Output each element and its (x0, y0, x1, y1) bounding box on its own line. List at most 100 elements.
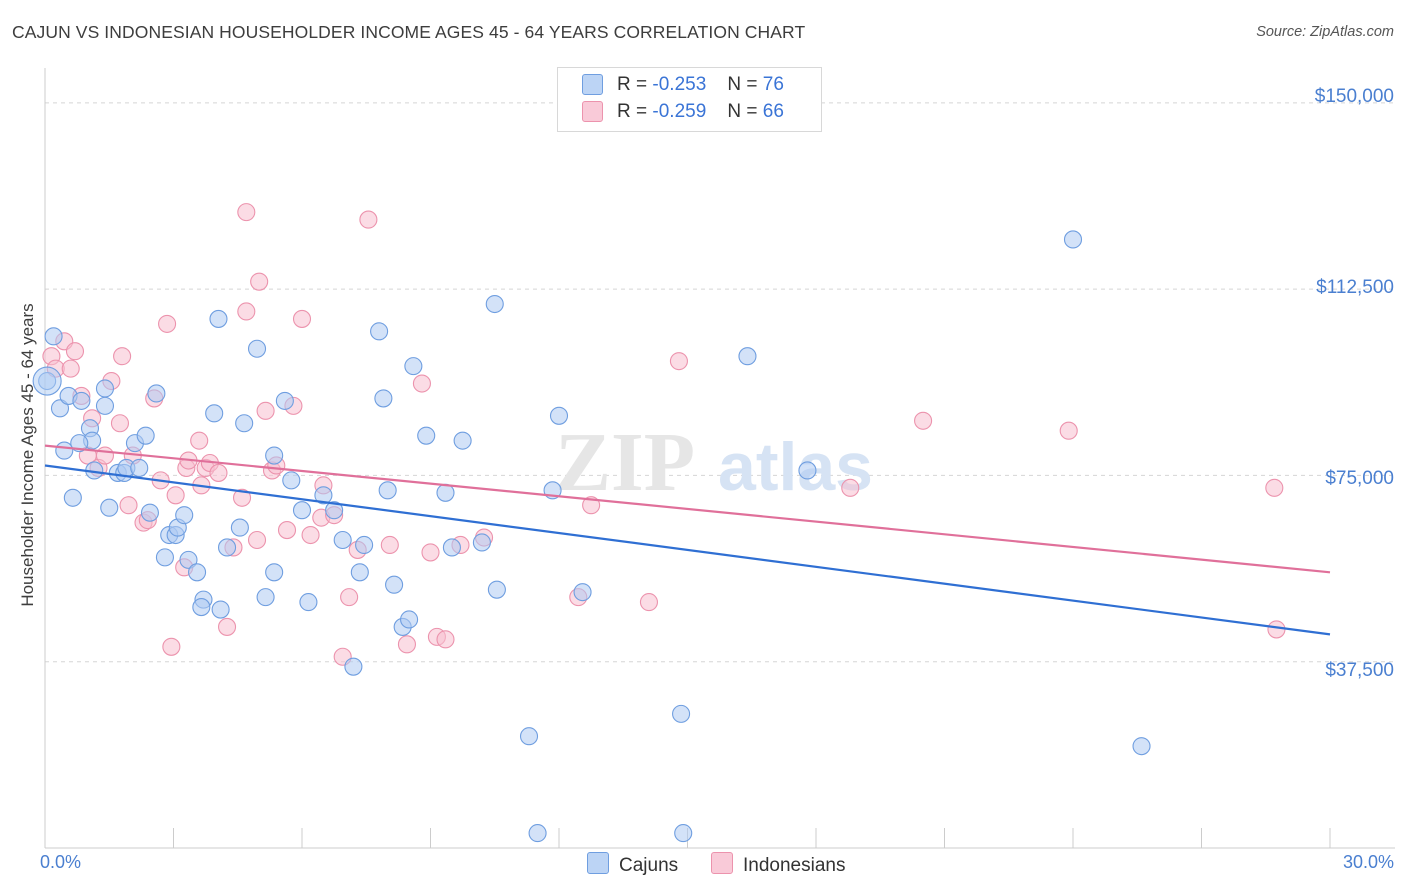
indonesians-point-33 (237, 302, 256, 321)
cajuns-point-68 (573, 583, 592, 602)
indonesians-point-25 (190, 431, 209, 450)
cajuns-point-18 (136, 426, 155, 445)
indonesians-point-48 (340, 588, 359, 607)
cajuns-point-59 (442, 538, 461, 557)
cajuns-point-21 (155, 548, 174, 567)
indonesians-trend-line (44, 444, 1331, 574)
y-tick-label-37500: $37,500 (1325, 660, 1394, 681)
cajuns-point-20 (147, 384, 166, 403)
cajuns-point-47 (344, 657, 363, 676)
cajuns-point-44 (314, 486, 333, 505)
cajuns-point-17 (130, 458, 149, 478)
bottom-legend-label-cajuns: Cajuns (619, 855, 679, 876)
bottom-legend-swatch-cajuns (587, 852, 609, 874)
y-tick-label-150000: $150,000 (1314, 86, 1394, 107)
cajuns-point-73 (1063, 230, 1083, 249)
legend-n-cajuns: 76 (762, 74, 784, 95)
cajuns-point-52 (378, 481, 397, 500)
indonesians-point-40 (277, 521, 297, 540)
legend-n-label: N = (727, 101, 758, 122)
cajuns-point-3 (55, 441, 74, 460)
legend-r-indonesians: -0.259 (652, 101, 707, 122)
cajuns-point-40 (275, 391, 294, 410)
legend-r-label: R = (617, 101, 648, 122)
cajuns-point-41 (282, 471, 301, 490)
x-tick-label-max: 30.0% (1342, 852, 1394, 872)
cajuns-point-1 (44, 327, 63, 346)
cajuns-series (32, 230, 1151, 843)
legend-r-cajuns: -0.253 (652, 74, 707, 95)
cajuns-point-72 (798, 461, 817, 480)
indonesians-point-11 (110, 414, 130, 433)
cajuns-point-29 (192, 598, 211, 617)
indonesians-point-4 (65, 342, 85, 361)
cajuns-point-58 (436, 483, 455, 502)
cajuns-point-39 (265, 563, 284, 582)
legend-swatch-cajuns (582, 74, 603, 96)
cajuns-point-36 (247, 339, 267, 358)
cajuns-point-62 (485, 294, 504, 314)
indonesians-point-20 (162, 637, 181, 656)
cajuns-point-27 (188, 563, 207, 582)
correlation-legend: R = -0.253 N = 76 R = -0.259 N = 66 (557, 67, 822, 132)
legend-row-indonesians: R = -0.259 N = 66 (582, 101, 784, 127)
legend-n-indonesians: 66 (762, 101, 784, 122)
cajuns-point-53 (385, 575, 404, 594)
bottom-legend-indonesians: Indonesians (711, 852, 845, 877)
cajuns-point-9 (70, 434, 89, 453)
cajuns-point-34 (230, 518, 249, 537)
indonesians-point-3 (61, 359, 80, 378)
cajuns-point-43 (299, 593, 318, 612)
indonesians-point-60 (582, 496, 601, 515)
indonesians-point-43 (301, 525, 320, 545)
cajuns-point-74 (1132, 737, 1151, 756)
cajuns-point-12 (100, 498, 119, 517)
cajuns-point-cluster (32, 366, 62, 396)
y-tick-label-112500: $112,500 (1316, 277, 1394, 298)
indonesians-point-37 (256, 401, 275, 420)
indonesians-point-32 (232, 488, 252, 507)
indonesians-point-19 (158, 314, 177, 333)
legend-row-cajuns: R = -0.253 N = 76 (582, 74, 784, 100)
bottom-legend-label-indonesians: Indonesians (743, 855, 846, 876)
trend-lines (44, 444, 1331, 636)
cajuns-point-60 (453, 431, 472, 450)
cajuns-point-49 (355, 535, 374, 555)
indonesians-point-54 (421, 543, 440, 562)
indonesians-point-13 (119, 496, 138, 515)
cajuns-point-50 (370, 322, 389, 341)
cajuns-point-63 (487, 580, 506, 599)
indonesians-point-63 (841, 478, 860, 497)
bottom-legend-cajuns: Cajuns (587, 852, 678, 877)
watermark-zip: ZIP (555, 416, 695, 509)
x-tick-label-min: 0.0% (40, 852, 82, 872)
indonesians-point-56 (436, 630, 455, 649)
indonesians-point-64 (914, 411, 933, 430)
cajuns-point-35 (235, 414, 254, 433)
indonesians-point-66 (1265, 478, 1284, 497)
indonesians-point-35 (247, 530, 267, 550)
cajuns-point-70 (674, 824, 693, 843)
indonesians-point-30 (217, 617, 237, 636)
cajuns-point-46 (333, 530, 352, 550)
cajuns-point-45 (325, 501, 344, 520)
cajuns-trend-line (44, 464, 1331, 636)
cajuns-point-32 (211, 600, 230, 619)
cajuns-point-56 (404, 357, 423, 376)
indonesians-point-65 (1059, 421, 1078, 440)
cajuns-point-69 (672, 704, 691, 723)
cajuns-point-19 (140, 503, 159, 522)
indonesians-point-42 (292, 309, 312, 328)
cajuns-point-61 (472, 533, 491, 552)
cajuns-point-67 (549, 406, 569, 425)
watermark: ZIP atlas (555, 416, 873, 509)
indonesians-point-9 (95, 446, 115, 465)
bottom-legend-swatch-indonesians (711, 852, 733, 874)
x-axis (44, 68, 1395, 849)
indonesians-point-29 (209, 463, 228, 482)
source-label: Source: ZipAtlas.com (1256, 24, 1394, 40)
indonesians-point-34 (237, 203, 256, 222)
cajuns-point-37 (256, 588, 275, 607)
legend-r-label: R = (617, 74, 648, 95)
